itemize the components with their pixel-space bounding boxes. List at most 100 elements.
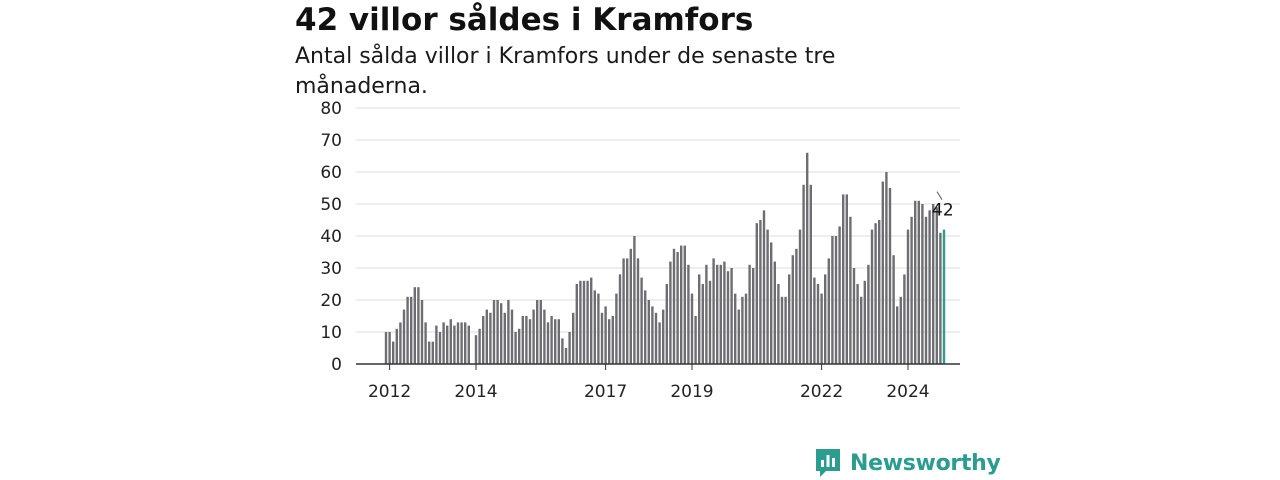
bar (784, 296, 787, 364)
grid-lines (356, 107, 960, 333)
y-tick-label: 0 (331, 355, 342, 375)
bar (863, 280, 866, 364)
bar (399, 322, 402, 364)
bar (546, 322, 550, 364)
chart-title: 42 villor såldes i Kramfors (295, 2, 754, 38)
bar (507, 300, 510, 364)
bar (726, 271, 730, 364)
bar (701, 284, 704, 364)
y-tick-label: 40 (320, 227, 342, 247)
bar (683, 245, 686, 364)
bar (626, 258, 629, 364)
bar (464, 322, 467, 364)
bar (388, 332, 391, 364)
x-tick-label: 2022 (800, 382, 843, 402)
chart-subtitle: Antal sålda villor i Kramfors under de s… (295, 44, 836, 99)
bar (568, 332, 571, 364)
bar (651, 306, 654, 364)
bar (730, 268, 733, 364)
y-axis-tick-labels: 0 10 20 30 40 50 60 70 80 (320, 99, 342, 375)
bar (824, 274, 827, 364)
bar (773, 261, 776, 364)
bar (672, 248, 676, 364)
bar (928, 210, 931, 364)
bar (424, 322, 427, 364)
bar (885, 172, 888, 364)
bar (449, 319, 452, 364)
bar (748, 264, 751, 364)
bar (453, 325, 456, 364)
bar-highlight (942, 229, 946, 364)
bar (489, 312, 492, 364)
bar (384, 332, 388, 364)
bar (705, 264, 708, 364)
bar (402, 309, 406, 364)
brand-name: Newsworthy (850, 450, 1001, 476)
bar (413, 287, 416, 364)
bar (780, 296, 784, 364)
bar (658, 322, 661, 364)
bar (543, 309, 546, 364)
bar (417, 287, 420, 364)
bar (759, 220, 762, 364)
bar (597, 293, 600, 364)
bar (593, 290, 596, 364)
bar (456, 322, 460, 364)
bar (572, 312, 575, 364)
bar (777, 284, 780, 364)
bar (518, 328, 521, 364)
bar (716, 264, 719, 364)
bar (752, 268, 755, 364)
bar (892, 255, 895, 364)
bar (633, 236, 636, 364)
bar (395, 328, 398, 364)
y-tick-label: 70 (320, 131, 342, 151)
bar (795, 248, 798, 364)
bar (921, 204, 924, 364)
x-tick-label: 2012 (368, 382, 411, 402)
bar (410, 296, 413, 364)
bar (485, 309, 488, 364)
bar (478, 328, 481, 364)
bar (770, 242, 773, 364)
bar (654, 312, 658, 364)
bar (881, 181, 884, 364)
bar (816, 284, 820, 364)
bar (852, 268, 856, 364)
y-tick-label: 30 (320, 259, 342, 279)
bar (615, 293, 618, 364)
bar (604, 306, 607, 364)
bar (935, 207, 938, 364)
bar (640, 277, 643, 364)
bar (590, 277, 593, 364)
bar (888, 188, 892, 364)
bar (870, 229, 874, 364)
bar (878, 220, 881, 364)
bars (384, 152, 946, 364)
bar (734, 293, 737, 364)
bar (442, 322, 445, 364)
bar (561, 338, 564, 364)
bar (496, 300, 499, 364)
bar (910, 216, 913, 364)
bar (899, 296, 902, 364)
bar (698, 274, 701, 364)
bar (431, 341, 434, 364)
bar (744, 293, 748, 364)
x-axis (356, 363, 960, 370)
bar (536, 300, 539, 364)
bar (510, 309, 514, 364)
bar (608, 319, 611, 364)
bar (435, 325, 438, 364)
bar (723, 261, 726, 364)
bar (467, 325, 470, 364)
bar (514, 332, 517, 364)
y-tick-label: 60 (320, 163, 342, 183)
bar (813, 277, 816, 364)
y-tick-label: 10 (320, 323, 342, 343)
bar (766, 229, 769, 364)
bar (392, 341, 395, 364)
bar (798, 229, 802, 364)
bar (669, 261, 672, 364)
